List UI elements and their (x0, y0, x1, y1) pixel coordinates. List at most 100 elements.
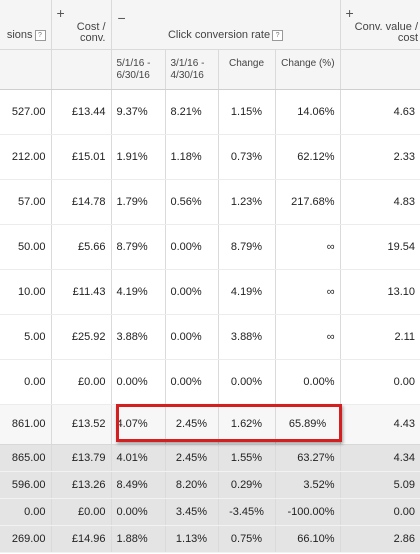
column-label-conversions: sions (6, 29, 33, 41)
cell-cost-per-conv: £15.01 (50, 134, 111, 180)
cell-ccr-change: 0.73% (217, 134, 275, 180)
total-row: 861.00 £13.52 4.07% 2.45% 1.62% 65.89% 4… (0, 404, 420, 445)
cell-conv-value-cost: 4.63 (339, 89, 420, 135)
subheader-empty (50, 49, 111, 90)
table-row: 10.00 £11.43 4.19% 0.00% 4.19% ∞ 13.10 (0, 269, 420, 315)
cell-cost-per-conv: £13.26 (50, 471, 111, 499)
collapse-minus-icon[interactable]: − (117, 10, 126, 26)
cell-conversions: 269.00 (0, 525, 51, 553)
cell-ccr-change: 4.19% (217, 269, 275, 315)
cell-ccr-change-percent: 62.12% (274, 134, 341, 180)
cell-ccr-change: 0.00% (217, 359, 275, 405)
cell-conv-value-cost: 4.83 (339, 179, 420, 225)
cell-ccr-previous: 2.45% (164, 404, 218, 445)
cell-ccr-change-percent: 3.52% (274, 471, 341, 499)
cell-ccr-previous: 1.18% (164, 134, 218, 180)
cell-ccr-previous: 2.45% (164, 444, 218, 472)
cell-ccr-change-percent: 63.27% (274, 444, 341, 472)
cell-conv-value-cost: 2.11 (339, 314, 420, 360)
subheader-row: 5/1/16 - 6/30/16 3/1/16 - 4/30/16 Change… (0, 49, 420, 90)
cell-ccr-current: 4.01% (110, 444, 165, 472)
summary-row: 0.00 £0.00 0.00% 3.45% -3.45% -100.00% 0… (0, 498, 420, 526)
table-row: 5.00 £25.92 3.88% 0.00% 3.88% ∞ 2.11 (0, 314, 420, 360)
cell-conversions: 50.00 (0, 224, 51, 270)
cell-ccr-previous: 8.21% (164, 89, 218, 135)
subheader-empty (339, 49, 420, 90)
cell-ccr-current: 0.00% (110, 359, 165, 405)
cell-ccr-previous: 1.13% (164, 525, 218, 553)
cell-cost-per-conv: £25.92 (50, 314, 111, 360)
column-header-conv-value-cost[interactable]: + Conv. value / cost (339, 0, 420, 50)
cell-ccr-change: 1.15% (217, 89, 275, 135)
cell-cost-per-conv: £14.78 (50, 179, 111, 225)
cell-cost-per-conv: £13.44 (50, 89, 111, 135)
cell-ccr-previous: 0.56% (164, 179, 218, 225)
cell-conversions: 596.00 (0, 471, 51, 499)
cell-ccr-change-percent: 65.89% (274, 404, 341, 445)
summary-row: 865.00 £13.79 4.01% 2.45% 1.55% 63.27% 4… (0, 444, 420, 472)
subheader-date-range-1[interactable]: 5/1/16 - 6/30/16 (110, 49, 165, 90)
cell-ccr-previous: 0.00% (164, 359, 218, 405)
cell-conversions: 5.00 (0, 314, 51, 360)
subheader-change[interactable]: Change (217, 49, 275, 90)
cell-ccr-current: 3.88% (110, 314, 165, 360)
cell-ccr-current: 1.91% (110, 134, 165, 180)
expand-plus-icon[interactable]: + (345, 5, 354, 21)
cell-ccr-change: 8.79% (217, 224, 275, 270)
cell-ccr-current: 8.79% (110, 224, 165, 270)
cell-ccr-current: 1.88% (110, 525, 165, 553)
cell-conversions: 10.00 (0, 269, 51, 315)
cell-ccr-current: 4.19% (110, 269, 165, 315)
cell-ccr-current: 4.07% (110, 404, 165, 445)
cell-conversions: 0.00 (0, 498, 51, 526)
cell-cost-per-conv: £0.00 (50, 498, 111, 526)
help-icon[interactable]: ? (34, 29, 46, 41)
cell-cost-per-conv: £13.52 (50, 404, 111, 445)
cell-ccr-current: 9.37% (110, 89, 165, 135)
cell-conv-value-cost: 4.34 (339, 444, 420, 472)
cell-ccr-previous: 0.00% (164, 314, 218, 360)
cell-conversions: 57.00 (0, 179, 51, 225)
column-header-conversions[interactable]: sions? (0, 0, 51, 50)
cell-ccr-change: -3.45% (217, 498, 275, 526)
cell-ccr-change-percent: 0.00% (274, 359, 341, 405)
expand-plus-icon[interactable]: + (56, 5, 65, 21)
cell-ccr-change-percent: 14.06% (274, 89, 341, 135)
help-icon[interactable]: ? (272, 29, 284, 41)
summary-row: 269.00 £14.96 1.88% 1.13% 0.75% 66.10% 2… (0, 525, 420, 553)
cell-conv-value-cost: 2.86 (339, 525, 420, 553)
cell-ccr-change: 1.62% (217, 404, 275, 445)
column-header-cost-per-conv[interactable]: + Cost / conv. (50, 0, 111, 50)
cell-ccr-change: 0.29% (217, 471, 275, 499)
cell-conversions: 865.00 (0, 444, 51, 472)
cell-ccr-change: 0.75% (217, 525, 275, 553)
cell-conv-value-cost: 19.54 (339, 224, 420, 270)
table-row: 212.00 £15.01 1.91% 1.18% 0.73% 62.12% 2… (0, 134, 420, 180)
cell-ccr-change-percent: 66.10% (274, 525, 341, 553)
cell-ccr-change: 3.88% (217, 314, 275, 360)
column-header-click-conversion-rate[interactable]: − Click conversion rate? (110, 0, 341, 50)
cell-ccr-change: 1.55% (217, 444, 275, 472)
cell-conv-value-cost: 5.09 (339, 471, 420, 499)
cell-conv-value-cost: 0.00 (339, 498, 420, 526)
cell-conversions: 861.00 (0, 404, 51, 445)
cell-cost-per-conv: £0.00 (50, 359, 111, 405)
cell-ccr-change-percent: ∞ (274, 224, 341, 270)
table-row: 57.00 £14.78 1.79% 0.56% 1.23% 217.68% 4… (0, 179, 420, 225)
table-row: 50.00 £5.66 8.79% 0.00% 8.79% ∞ 19.54 (0, 224, 420, 270)
cell-ccr-previous: 3.45% (164, 498, 218, 526)
cell-ccr-change: 1.23% (217, 179, 275, 225)
subheader-change-percent[interactable]: Change (%) (274, 49, 341, 90)
cell-conversions: 212.00 (0, 134, 51, 180)
table-row: 0.00 £0.00 0.00% 0.00% 0.00% 0.00% 0.00 (0, 359, 420, 405)
cell-ccr-previous: 8.20% (164, 471, 218, 499)
cell-conv-value-cost: 13.10 (339, 269, 420, 315)
subheader-date-range-2[interactable]: 3/1/16 - 4/30/16 (164, 49, 218, 90)
cell-conv-value-cost: 2.33 (339, 134, 420, 180)
column-label-conv-value-cost: Conv. value / cost (354, 21, 419, 44)
cell-conv-value-cost: 4.43 (339, 404, 420, 445)
cell-cost-per-conv: £11.43 (50, 269, 111, 315)
cell-ccr-change-percent: -100.00% (274, 498, 341, 526)
cell-ccr-change-percent: ∞ (274, 314, 341, 360)
